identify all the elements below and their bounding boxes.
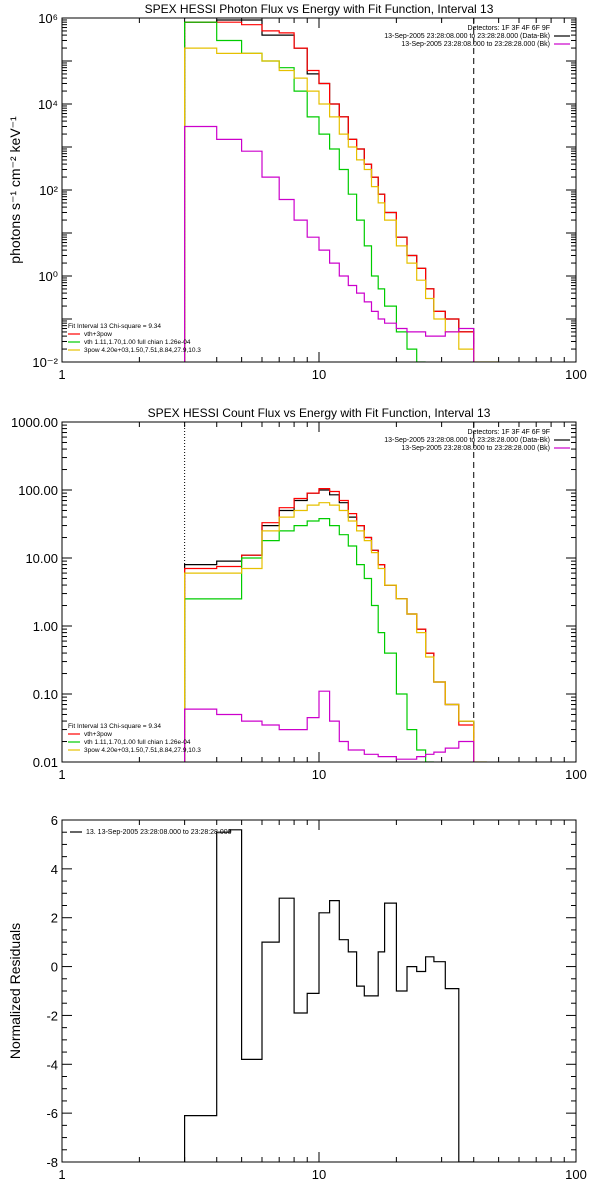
y-tick-label: 0 xyxy=(51,960,58,975)
y-tick-label: 1000.00 xyxy=(11,415,58,430)
legend-top-text: Detectors: 1F 3F 4F 6F 9F xyxy=(468,25,550,32)
chart-title: SPEX HESSI Photon Flux vs Energy with Fi… xyxy=(145,2,494,16)
y-tick-label: -4 xyxy=(46,1057,58,1072)
series-line-2 xyxy=(184,518,434,762)
y-tick-label: 0.10 xyxy=(33,687,58,702)
series-line-4 xyxy=(184,690,475,762)
x-tick-label: 100 xyxy=(565,1167,587,1182)
legend-bottom-text: vth 1.11,1.70,1.00 full chian 1.26e-04 xyxy=(84,739,191,746)
y-tick-label: -8 xyxy=(46,1155,58,1170)
y-tick-label: 6 xyxy=(51,813,58,828)
y-tick-label: 10⁻² xyxy=(32,355,58,370)
plot-frame xyxy=(61,17,577,363)
series-line-0 xyxy=(184,19,475,362)
legend-bottom-text: 3pow 4.20e+03,1.50,7.51,8.84,27.9,10.3 xyxy=(84,747,201,754)
x-tick-label: 100 xyxy=(565,767,587,782)
y-tick-label: 0.01 xyxy=(33,755,58,770)
y-tick-label: 4 xyxy=(51,862,58,877)
y-tick-label: 10² xyxy=(39,183,58,198)
legend-bottom-text: Fit Interval 13 Chi-square = 9.34 xyxy=(68,323,161,330)
y-tick-label: 10⁴ xyxy=(38,97,58,112)
plot-frame xyxy=(61,421,577,763)
legend-top-text: 13-Sep-2005 23:28:08.000 to 23:28:28.000… xyxy=(401,41,550,48)
y-axis-label: photons s⁻¹ cm⁻² keV⁻¹ xyxy=(7,116,23,264)
series-line-3 xyxy=(184,502,487,762)
series-line-1 xyxy=(184,21,475,362)
y-axis-label: Normalized Residuals xyxy=(7,923,23,1059)
series-line-3 xyxy=(184,47,499,362)
y-tick-label: 100.00 xyxy=(18,483,58,498)
legend-top-text: 13-Sep-2005 23:28:08.000 to 23:28:28.000… xyxy=(384,33,550,40)
legend-bottom-text: vth+3pow xyxy=(84,731,112,738)
count-flux-chart: SPEX HESSI Count Flux vs Energy with Fit… xyxy=(11,406,587,782)
y-tick-label: 2 xyxy=(51,911,58,926)
plot-frame xyxy=(61,819,577,1163)
x-tick-label: 1 xyxy=(58,767,65,782)
x-tick-label: 10 xyxy=(312,367,326,382)
legend-bottom-text: vth 1.11,1.70,1.00 full chian 1.26e-04 xyxy=(84,339,191,346)
legend-top-text: 13-Sep-2005 23:28:08.000 to 23:28:28.000… xyxy=(401,445,550,452)
y-tick-label: -6 xyxy=(46,1106,58,1121)
x-tick-label: 10 xyxy=(312,767,326,782)
series-line-0 xyxy=(184,829,474,1162)
legend-top-text: 13-Sep-2005 23:28:08.000 to 23:28:28.000… xyxy=(384,437,550,444)
legend-top-text: 13. 13-Sep-2005 23:28:08.000 to 23:28:28… xyxy=(86,829,232,836)
legend-bottom-text: vth+3pow xyxy=(84,331,112,338)
legend-top-text: Detectors: 1F 3F 4F 6F 9F xyxy=(468,429,550,436)
series-line-2 xyxy=(184,21,426,362)
series-line-4 xyxy=(184,125,475,362)
photon-flux-chart: SPEX HESSI Photon Flux vs Energy with Fi… xyxy=(7,2,587,382)
legend-bottom-text: 3pow 4.20e+03,1.50,7.51,8.84,27.9,10.3 xyxy=(84,347,201,354)
legend-bottom-text: Fit Interval 13 Chi-square = 9.34 xyxy=(68,723,161,730)
x-tick-label: 100 xyxy=(565,367,587,382)
x-tick-label: 1 xyxy=(58,1167,65,1182)
y-tick-label: 10⁶ xyxy=(38,11,58,26)
y-tick-label: 1.00 xyxy=(33,619,58,634)
y-tick-label: 10.00 xyxy=(25,551,58,566)
series-line-1 xyxy=(184,488,475,762)
x-tick-label: 10 xyxy=(312,1167,326,1182)
residuals-chart: Normalized Residuals 1 10 100 -8 -6 -4 -2 0 2 4 6 13… xyxy=(7,813,587,1182)
y-tick-label: 10⁰ xyxy=(38,269,58,284)
x-tick-label: 1 xyxy=(58,367,65,382)
y-tick-label: -2 xyxy=(46,1008,58,1023)
chart-title: SPEX HESSI Count Flux vs Energy with Fit… xyxy=(148,406,491,420)
